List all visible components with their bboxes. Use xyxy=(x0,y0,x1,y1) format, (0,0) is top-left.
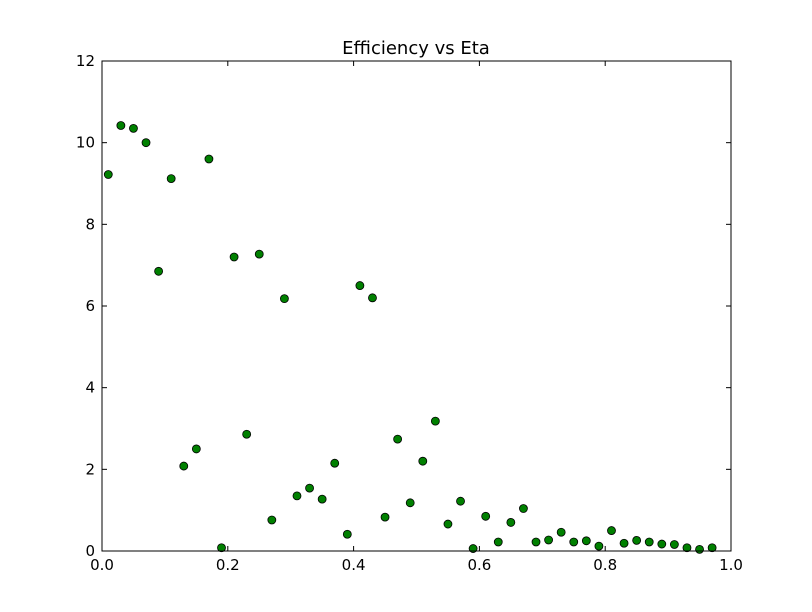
data-point xyxy=(519,504,528,513)
data-point xyxy=(531,537,541,547)
data-point xyxy=(594,541,604,551)
data-point xyxy=(292,491,302,501)
y-tick-label: 6 xyxy=(85,297,95,315)
data-point xyxy=(254,249,264,259)
data-point xyxy=(607,526,616,535)
data-point xyxy=(569,537,579,547)
x-tick-label: 1.0 xyxy=(719,556,743,574)
data-point xyxy=(707,543,717,553)
data-point xyxy=(204,154,214,164)
data-point xyxy=(695,544,704,554)
data-point xyxy=(430,416,440,426)
y-tick-label: 0 xyxy=(85,542,95,560)
data-point xyxy=(141,138,151,148)
data-point xyxy=(267,515,277,525)
data-points xyxy=(103,121,717,554)
data-point xyxy=(456,496,465,506)
data-point xyxy=(405,498,415,508)
data-point xyxy=(481,511,491,521)
data-point xyxy=(116,121,126,130)
x-tick-label: 0.0 xyxy=(90,556,114,574)
data-point xyxy=(154,266,164,276)
data-point xyxy=(280,294,289,304)
data-point xyxy=(179,461,189,471)
x-tick-label: 0.6 xyxy=(467,556,491,574)
data-point xyxy=(418,456,428,466)
y-tick-label: 10 xyxy=(76,134,95,152)
y-tick-label: 12 xyxy=(76,52,95,70)
data-point xyxy=(368,293,377,303)
data-point xyxy=(317,494,327,504)
data-point xyxy=(191,444,201,454)
x-tick-label: 0.2 xyxy=(216,556,240,574)
y-tick-label: 8 xyxy=(85,215,95,233)
data-point xyxy=(644,537,654,547)
data-point xyxy=(229,252,239,262)
x-tick-label: 0.8 xyxy=(593,556,617,574)
plot-area-frame xyxy=(101,60,732,552)
data-point xyxy=(217,543,226,553)
y-tick-label: 4 xyxy=(85,379,95,397)
data-point xyxy=(556,527,566,537)
data-point xyxy=(380,512,390,522)
data-point xyxy=(581,536,591,546)
data-point xyxy=(443,519,453,529)
data-point xyxy=(506,518,516,527)
data-point xyxy=(393,434,403,444)
data-point xyxy=(166,174,176,184)
data-point xyxy=(355,281,365,290)
data-point xyxy=(544,535,553,545)
data-point xyxy=(103,170,113,179)
data-point xyxy=(619,538,629,548)
data-point xyxy=(682,543,692,553)
data-point xyxy=(669,540,679,549)
data-point xyxy=(305,483,314,493)
data-point xyxy=(493,537,503,547)
chart-title: Efficiency vs Eta xyxy=(342,38,490,59)
data-point xyxy=(657,539,667,549)
data-point xyxy=(330,458,340,468)
data-point xyxy=(632,535,642,545)
y-tick-label: 2 xyxy=(85,460,95,478)
data-point xyxy=(129,123,138,133)
data-point xyxy=(342,529,352,539)
x-tick-label: 0.4 xyxy=(342,556,366,574)
data-point xyxy=(242,429,252,439)
